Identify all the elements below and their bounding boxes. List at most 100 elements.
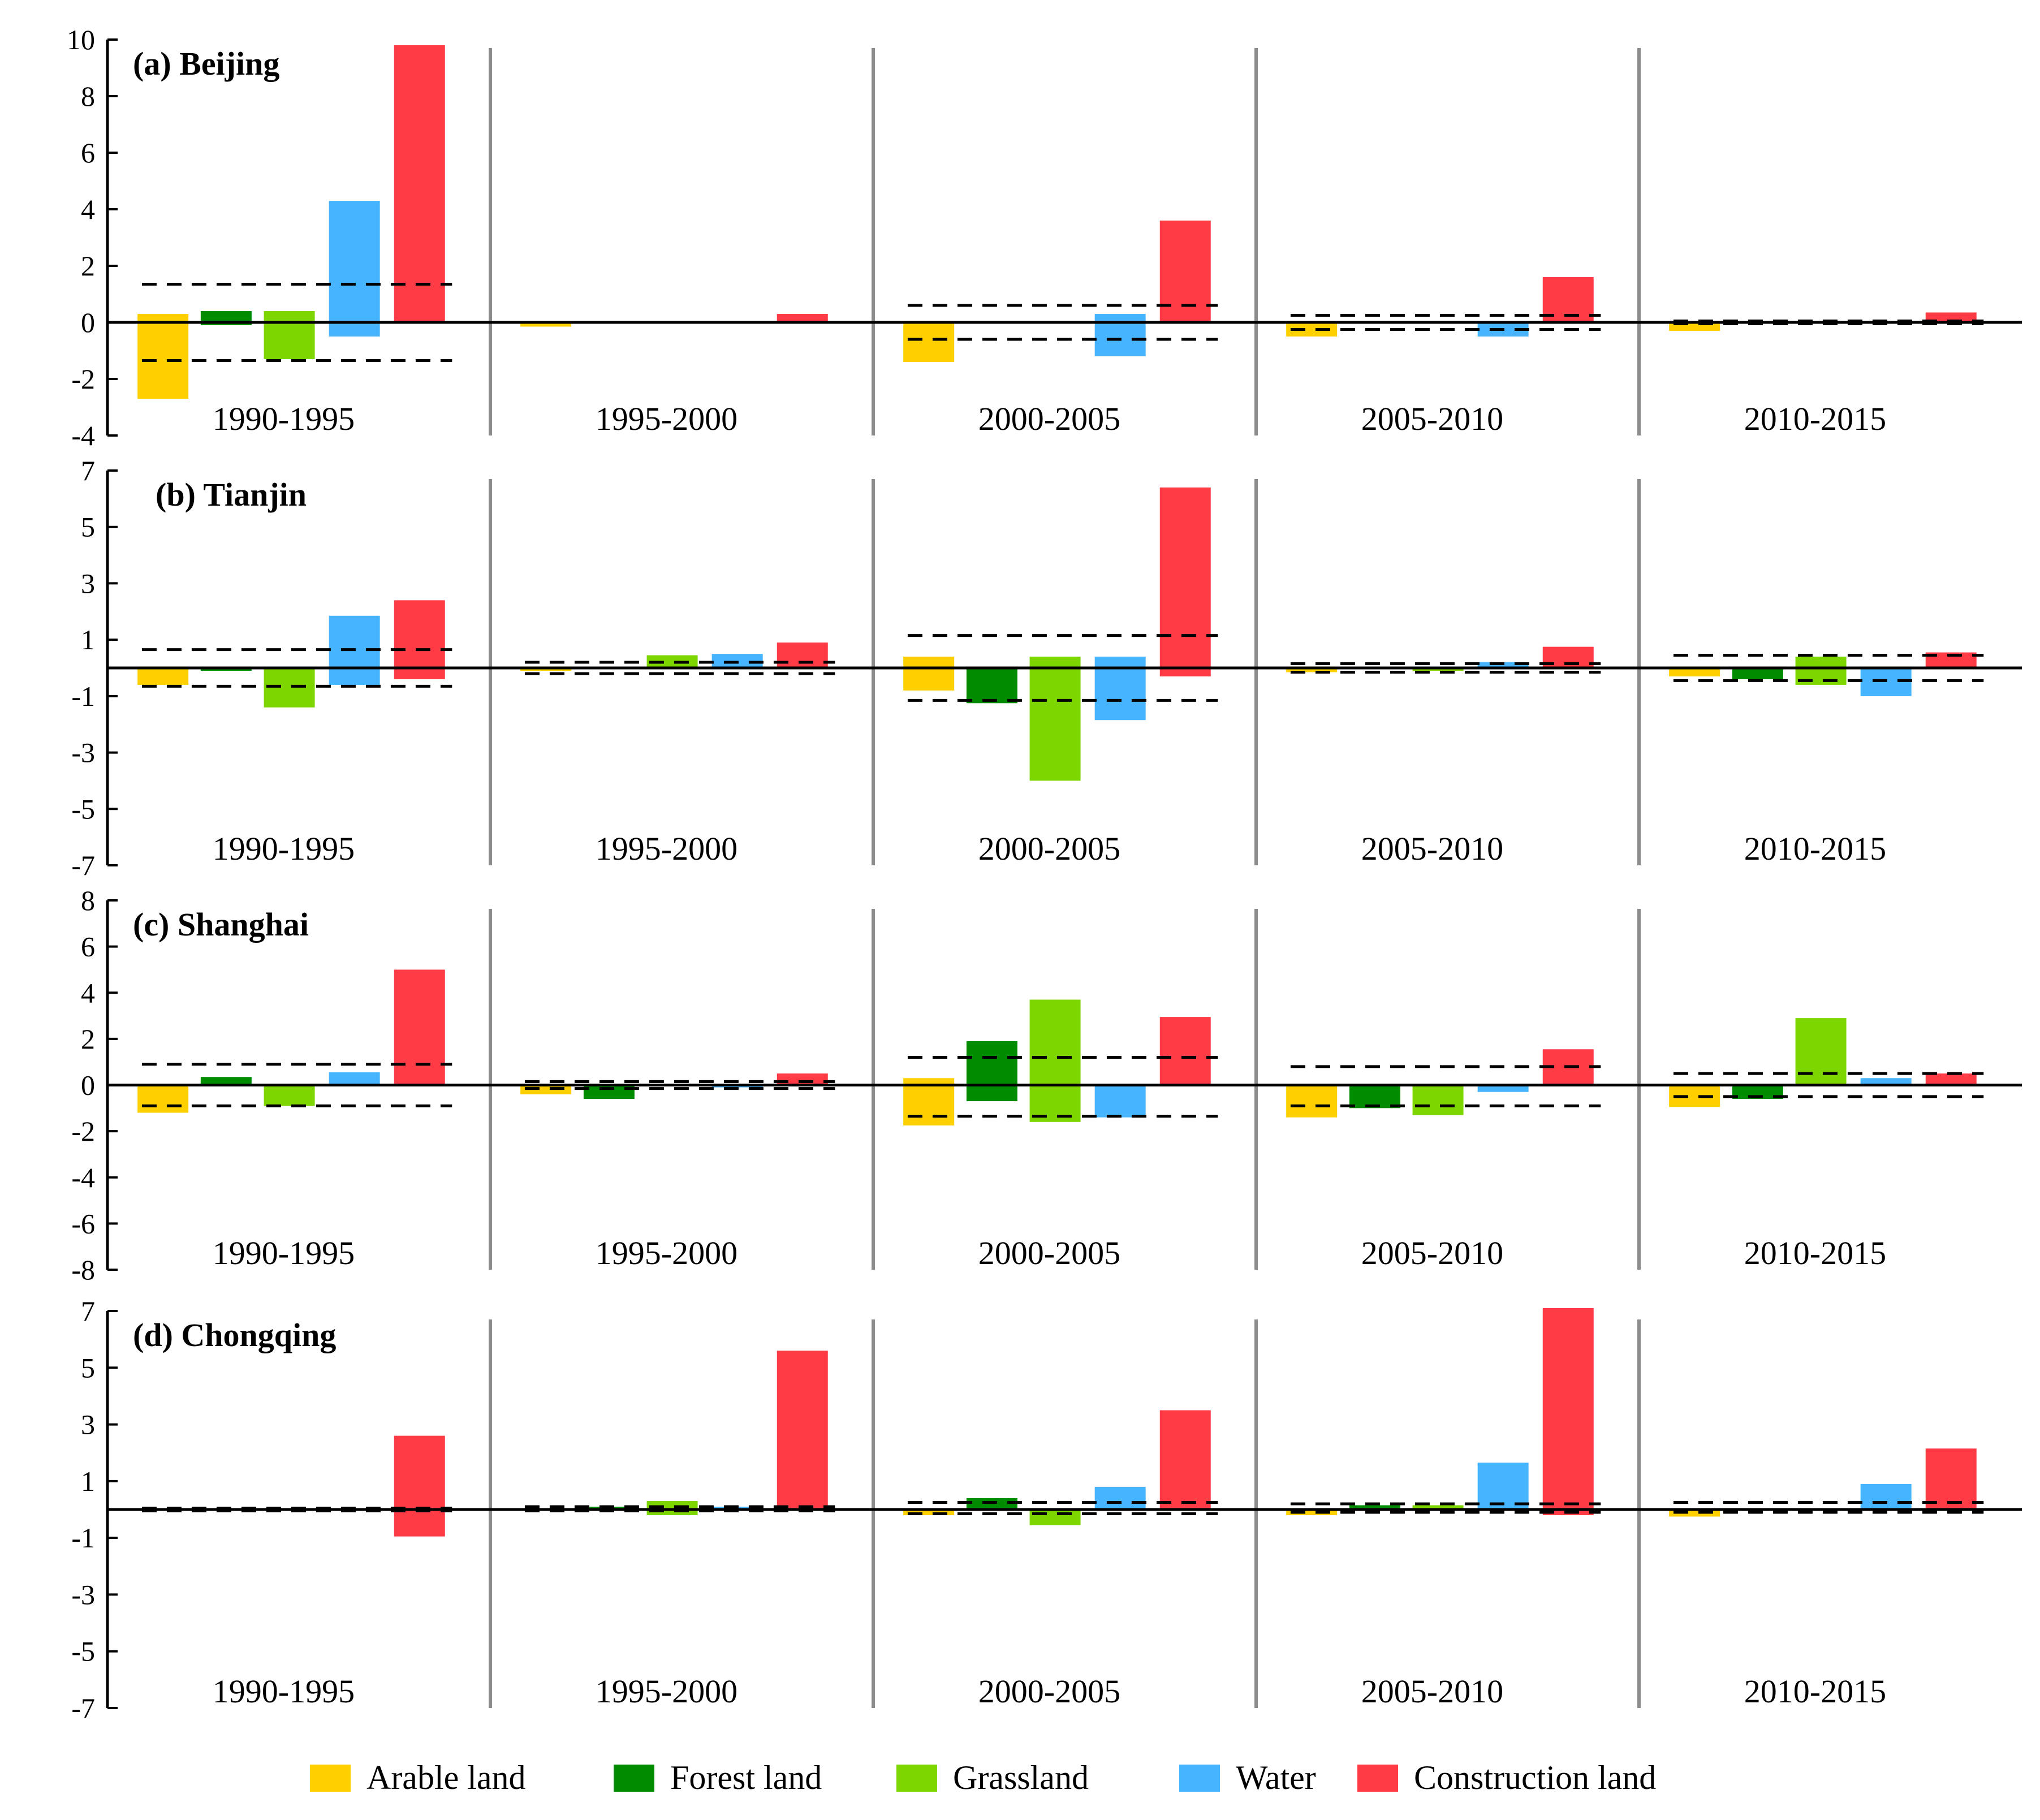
tianjin-y-tick-label: 3	[81, 567, 95, 599]
legend-label-construction-land: Construction land	[1414, 1759, 1656, 1796]
shanghai-bar-construction-land-2000-2005	[1159, 1017, 1211, 1085]
beijing-y-tick-label: 0	[81, 307, 95, 338]
tianjin-period-label: 2005-2010	[1361, 830, 1503, 867]
chongqing-y-tick-label: -5	[71, 1636, 95, 1667]
shanghai-bar-grassland-1990-1995	[264, 1085, 315, 1106]
beijing-y-tick-label: 2	[81, 250, 95, 282]
legend-label-water: Water	[1236, 1759, 1316, 1796]
beijing-y-tick-label: 4	[81, 193, 95, 225]
shanghai-period-label: 1995-2000	[596, 1235, 737, 1271]
tianjin-y-tick-label: -7	[71, 849, 95, 881]
tianjin-bar-grassland-2000-2005	[1029, 668, 1081, 781]
beijing-bar-grassland-1990-1995	[264, 322, 315, 359]
beijing-bar-forest-land-1990-1995	[200, 311, 252, 322]
chongqing-bar-water-2010-2015	[1860, 1483, 1912, 1510]
beijing-bar-construction-land-1990-1995	[394, 45, 445, 322]
shanghai-period-label: 2005-2010	[1361, 1235, 1503, 1271]
shanghai-y-tick-label: 2	[81, 1023, 95, 1055]
shanghai-bar-grassland-2000-2005	[1029, 999, 1081, 1085]
chongqing-y-tick-label: 7	[81, 1295, 95, 1327]
shanghai-bar-water-2005-2010	[1477, 1085, 1529, 1092]
chongqing-y-tick-label: -7	[71, 1692, 95, 1724]
beijing-y-tick-label: -2	[71, 363, 95, 395]
chongqing-bar-construction-land-2000-2005	[1159, 1410, 1211, 1510]
tianjin-bar-construction-land-2000-2005	[1159, 668, 1211, 676]
shanghai-period-label: 2010-2015	[1744, 1235, 1886, 1271]
beijing-y-tick-label: 10	[67, 24, 95, 55]
legend-swatch-forest-land	[614, 1765, 654, 1792]
chongqing-bar-grassland-1995-2000	[646, 1510, 698, 1516]
chongqing-bar-forest-land-1995-2000	[583, 1506, 635, 1510]
shanghai-bar-forest-land-2005-2010	[1349, 1085, 1400, 1109]
shanghai-bar-arable-land-2000-2005	[903, 1078, 955, 1085]
tianjin-bar-grassland-1995-2000	[646, 655, 698, 668]
shanghai-bar-arable-land-2005-2010	[1286, 1085, 1338, 1118]
shanghai-bar-arable-land-1990-1995	[137, 1085, 189, 1113]
shanghai-bar-forest-land-1990-1995	[200, 1077, 252, 1085]
beijing-bar-construction-land-1995-2000	[777, 314, 828, 322]
shanghai-y-tick-label: 6	[81, 931, 95, 963]
chongqing-bar-arable-land-2000-2005	[903, 1510, 955, 1516]
tianjin-bar-grassland-2010-2015	[1795, 668, 1847, 685]
shanghai-y-tick-label: -2	[71, 1115, 95, 1147]
shanghai-bar-water-2010-2015	[1860, 1078, 1912, 1085]
beijing-bar-water-1990-1995	[329, 322, 380, 337]
chongqing-period-label: 2000-2005	[978, 1673, 1120, 1710]
shanghai-y-tick-label: -8	[71, 1254, 95, 1286]
tianjin-period-label: 2000-2005	[978, 830, 1120, 867]
tianjin-period-label: 2010-2015	[1744, 830, 1886, 867]
tianjin-bar-water-2000-2005	[1094, 657, 1146, 668]
chongqing-y-tick-label: -1	[71, 1522, 95, 1554]
shanghai-y-tick-label: 8	[81, 885, 95, 916]
shanghai-bar-water-2000-2005	[1094, 1085, 1146, 1118]
shanghai-bar-water-1990-1995	[329, 1072, 380, 1085]
chongqing-y-tick-label: -3	[71, 1579, 95, 1610]
beijing-bar-construction-land-2010-2015	[1925, 312, 1977, 322]
shanghai-bar-construction-land-1990-1995	[394, 969, 445, 1085]
chongqing-bar-construction-land-2005-2010	[1542, 1308, 1594, 1510]
chongqing-bar-water-2000-2005	[1094, 1486, 1146, 1510]
legend-swatch-grassland	[896, 1765, 937, 1792]
tianjin-y-tick-label: 1	[81, 624, 95, 655]
chongqing-period-label: 2010-2015	[1744, 1673, 1886, 1710]
shanghai-y-tick-label: 0	[81, 1069, 95, 1101]
chongqing-bar-grassland-2005-2010	[1412, 1505, 1464, 1510]
beijing-period-label: 1990-1995	[213, 400, 355, 437]
beijing-bar-construction-land-2000-2005	[1159, 221, 1211, 322]
beijing-bar-water-1990-1995	[329, 201, 380, 322]
chongqing-bar-arable-land-2005-2010	[1286, 1510, 1338, 1516]
shanghai-panel-title: (c) Shanghai	[133, 906, 309, 943]
tianjin-bar-forest-land-2000-2005	[966, 668, 1017, 704]
chongqing-bar-grassland-2000-2005	[1029, 1510, 1081, 1525]
tianjin-bar-construction-land-1995-2000	[777, 642, 828, 668]
shanghai-bar-grassland-2005-2010	[1412, 1085, 1464, 1115]
legend-label-arable-land: Arable land	[366, 1759, 526, 1796]
chongqing-period-label: 2005-2010	[1361, 1673, 1503, 1710]
chongqing-y-tick-label: 3	[81, 1409, 95, 1441]
shanghai-period-label: 2000-2005	[978, 1235, 1120, 1271]
tianjin-bar-arable-land-2010-2015	[1669, 668, 1720, 676]
tianjin-bar-forest-land-2010-2015	[1732, 668, 1783, 679]
beijing-y-tick-label: 6	[81, 137, 95, 169]
shanghai-bar-forest-land-2000-2005	[966, 1041, 1017, 1085]
chongqing-bar-forest-land-2005-2010	[1349, 1505, 1400, 1510]
chongqing-bar-construction-land-1995-2000	[777, 1351, 828, 1510]
tianjin-y-tick-label: -5	[71, 793, 95, 825]
beijing-bar-arable-land-1990-1995	[137, 314, 189, 322]
beijing-y-tick-label: 8	[81, 80, 95, 112]
shanghai-y-tick-label: -6	[71, 1207, 95, 1239]
chongqing-panel-title: (d) Chongqing	[133, 1317, 336, 1353]
beijing-period-label: 2005-2010	[1361, 400, 1503, 437]
tianjin-period-label: 1990-1995	[213, 830, 355, 867]
beijing-panel-title: (a) Beijing	[133, 45, 279, 82]
tianjin-panel-title: (b) Tianjin	[156, 476, 307, 513]
beijing-bar-arable-land-1995-2000	[520, 322, 572, 327]
tianjin-bar-arable-land-1990-1995	[137, 668, 189, 685]
legend-label-grassland: Grassland	[953, 1759, 1089, 1796]
shanghai-period-label: 1990-1995	[213, 1235, 355, 1271]
tianjin-y-tick-label: 5	[81, 511, 95, 543]
tianjin-bar-grassland-2010-2015	[1795, 657, 1847, 668]
tianjin-bar-construction-land-1990-1995	[394, 600, 445, 668]
shanghai-bar-construction-land-1995-2000	[777, 1073, 828, 1085]
